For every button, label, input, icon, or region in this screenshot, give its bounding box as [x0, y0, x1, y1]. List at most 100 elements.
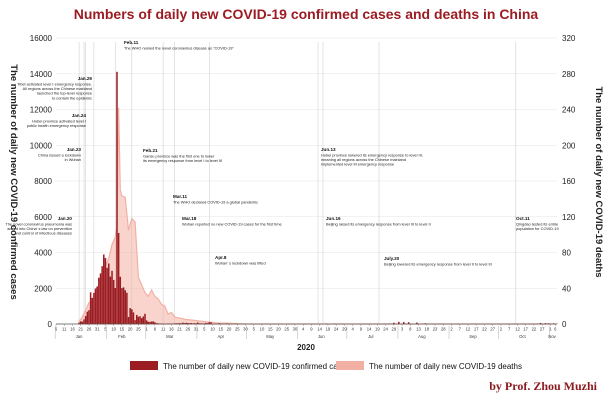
annotation-date: Jun.13 [321, 147, 336, 152]
x-tick-label: 9 [360, 327, 363, 332]
cases-bar [91, 297, 94, 324]
cases-bar [132, 312, 135, 324]
legend-label-cases: The number of daily new COVID-19 confirm… [163, 362, 350, 371]
cases-bar [79, 321, 82, 324]
cases-bar [210, 322, 212, 324]
cases-bar [544, 323, 547, 324]
x-tick-label: 1 [549, 327, 552, 332]
x-tick-label: 25 [136, 327, 141, 332]
x-tick-label: 18 [424, 327, 429, 332]
cases-bar [185, 322, 187, 324]
x-tick-label: 3 [401, 327, 404, 332]
cases-bar [101, 266, 103, 324]
x-tick-label: 16 [70, 327, 75, 332]
x-tick-label: 10 [210, 327, 215, 332]
cases-bar [117, 233, 120, 324]
x-tick-label: 14 [317, 327, 322, 332]
annotation-date: Jan.20 [58, 216, 73, 221]
cases-bar [183, 323, 186, 324]
cases-bar [193, 323, 196, 324]
cases-bar [127, 317, 130, 324]
x-tick-label: 20 [227, 327, 232, 332]
x-tick-label: 4 [351, 327, 354, 332]
cases-bar [188, 323, 191, 324]
x-tick-label: 5 [104, 327, 107, 332]
month-label: Sep [469, 334, 477, 339]
x-tick-label: 13 [416, 327, 421, 332]
cases-bar [393, 322, 395, 324]
annotation-text: Wuhan' s lockdown was lifted [215, 261, 266, 266]
cases-bar [98, 277, 100, 324]
annotation-date: Jan.29 [78, 76, 93, 81]
x-tick-label: 12 [466, 327, 471, 332]
cases-bar [124, 290, 126, 324]
cases-bar [86, 311, 89, 324]
x-tick-label: 4 [302, 327, 305, 332]
cases-bar [178, 323, 181, 324]
annotation-text: Gansu province was the first one to lowe… [143, 154, 215, 159]
x-tick-label: 27 [490, 327, 495, 332]
x-tick-label: 29 [342, 327, 347, 332]
cases-bar [402, 322, 405, 324]
y-left-tick-label: 2000 [34, 284, 52, 293]
annotation-text: Qingdao tested its entire [516, 222, 558, 227]
x-tick-label: 24 [383, 327, 388, 332]
cases-bar [205, 322, 207, 324]
annotation-text: The novel coronavirus pneumonia was [5, 222, 72, 227]
cases-bar [106, 267, 108, 324]
cases-bar [109, 276, 112, 324]
x-tick-label: 10 [260, 327, 265, 332]
annotation-text: its emergency response from level I to l… [143, 158, 222, 163]
annotation-date: Feb.21 [143, 148, 158, 153]
x-tick-label: 7 [459, 327, 462, 332]
cases-bar [126, 292, 128, 324]
x-tick-label: 21 [177, 327, 182, 332]
cases-bar [136, 314, 138, 324]
y-right-tick-label: 280 [562, 70, 576, 79]
x-tick-label: 20 [128, 327, 133, 332]
x-tick-label: 14 [367, 327, 372, 332]
annotation-date: Mar.18 [182, 216, 197, 221]
x-tick-label: 17 [523, 327, 528, 332]
x-tick-label: 28 [441, 327, 446, 332]
cases-bar [121, 288, 123, 324]
cases-bar [81, 321, 84, 324]
y-left-tick-label: 16000 [30, 34, 53, 43]
cases-bar [134, 320, 136, 324]
month-label: Mar [166, 334, 174, 339]
cases-bar [84, 316, 87, 324]
cases-bar [142, 316, 145, 324]
x-tick-label: 26 [186, 327, 191, 332]
month-label: Jun [318, 334, 325, 339]
annotation-guide-lines [78, 42, 517, 324]
cases-bar [94, 288, 97, 324]
annotation-date: Mar.11 [173, 194, 187, 199]
cases-bar [152, 321, 154, 324]
cases-bar [93, 292, 95, 324]
x-tick-label: 6 [154, 327, 157, 332]
cases-bar [548, 323, 550, 324]
x-tick-label: 25 [235, 327, 240, 332]
y-left-tick-label: 10000 [30, 141, 53, 150]
cases-series-layer [78, 71, 558, 324]
cases-bar [182, 322, 184, 324]
cases-bar [112, 279, 115, 324]
annotation-date: Jan.23 [67, 147, 82, 152]
x-tick-label: 6 [55, 327, 58, 332]
cases-bar [89, 292, 92, 324]
cases-bar [107, 263, 110, 324]
annotation-date: July.20 [384, 256, 400, 261]
cases-bar [129, 308, 131, 324]
x-tick-label: 1 [145, 327, 148, 332]
annotation-text: implemented level III emergency response [321, 162, 394, 167]
y-left-tick-label: 6000 [34, 213, 52, 222]
x-tick-label: 11 [62, 327, 67, 332]
